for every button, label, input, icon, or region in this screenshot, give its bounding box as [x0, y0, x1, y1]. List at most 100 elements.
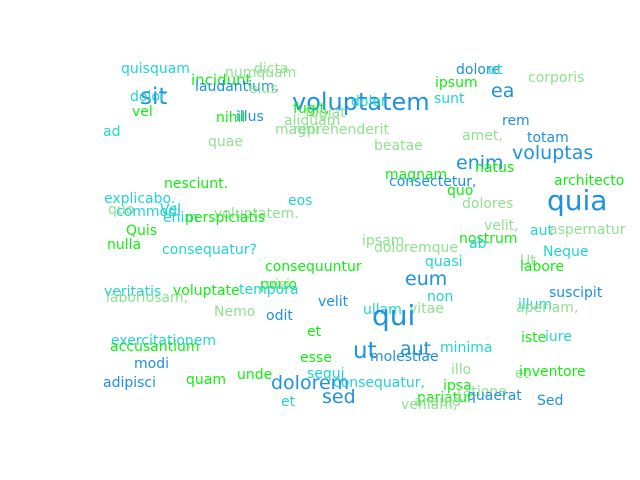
- word-consequuntur: consequuntur: [265, 259, 362, 275]
- word-laboriosam: laboriosam,: [106, 290, 189, 306]
- word-eos: eos: [288, 193, 313, 209]
- word-unde: unde: [237, 367, 273, 383]
- word-natus: natus: [475, 160, 515, 176]
- word-nostrum: nostrum: [459, 231, 518, 247]
- word-Neque: Neque: [543, 244, 589, 260]
- word-ea: ea: [491, 80, 515, 102]
- word-qui: qui: [372, 299, 416, 332]
- word-eius: eius: [249, 81, 278, 97]
- word-laudantium: laudantium,: [195, 79, 280, 95]
- word-Quis: Quis: [126, 223, 158, 239]
- word-iste: iste: [521, 330, 547, 346]
- word-sed: sed: [322, 386, 356, 408]
- word-modi: modi: [134, 356, 169, 372]
- word-quam: quam: [186, 372, 226, 388]
- word-illus: illus: [236, 109, 264, 125]
- word-sit: sit: [140, 84, 168, 110]
- word-exercitationem: exercitationem: [111, 333, 217, 349]
- word-velit: velit: [318, 294, 349, 310]
- word-velit-2: velit,: [484, 218, 519, 234]
- word-et-2: et: [515, 366, 530, 382]
- word-Nemo: Nemo: [214, 304, 256, 320]
- word-quaerat: quaerat: [467, 388, 522, 404]
- word-odit: odit: [266, 308, 293, 324]
- word-rem: rem: [502, 113, 530, 129]
- word-dolore: dolore: [456, 62, 500, 78]
- word-consequatur-c: consequatur,: [333, 375, 425, 391]
- word-magnam: magnam: [385, 167, 448, 183]
- word-reprehenderit: reprehenderit: [293, 122, 390, 138]
- word-et: et: [307, 324, 322, 340]
- word-commodi: commodi: [116, 204, 181, 220]
- word-ullam: ullam: [363, 302, 402, 318]
- word-totam: totam: [527, 130, 569, 146]
- word-iure: iure: [545, 329, 572, 345]
- word-veniam: veniam,: [401, 397, 458, 413]
- word-ad: ad: [103, 124, 121, 140]
- word-ut-2: ut: [353, 338, 377, 364]
- word-illo: illo: [451, 362, 472, 378]
- word-perspiciatis: perspiciatis: [185, 210, 266, 226]
- word-sunt: sunt: [434, 91, 465, 107]
- word-dolor: dolor: [130, 89, 166, 105]
- word-aspernatur: aspernatur: [549, 222, 626, 238]
- word-quasi: quasi: [425, 254, 463, 270]
- word-dolor-2: dolor: [351, 94, 387, 110]
- word-architecto: architecto: [554, 173, 625, 189]
- word-voluptatem-2: voluptatem.: [214, 206, 299, 222]
- word-eum: eum: [405, 268, 448, 290]
- word-tempora: tempora: [239, 282, 299, 298]
- word-quo: quo: [447, 183, 474, 199]
- word-sequi: sequi: [307, 366, 345, 382]
- word-quae: quae: [208, 134, 243, 150]
- word-quia: quia: [547, 184, 608, 217]
- word-nesciunt: nesciunt.: [164, 176, 229, 192]
- word-magni: magni: [275, 122, 319, 138]
- word-illum: illum: [518, 297, 553, 313]
- word-esse: esse: [300, 350, 332, 366]
- word-dicta: dicta: [254, 61, 289, 77]
- word-aliquam: aliquam: [284, 113, 341, 129]
- word-vel-2: Vel: [160, 202, 181, 218]
- word-fugit: fugit,: [293, 101, 330, 117]
- word-Sed: Sed: [537, 393, 564, 409]
- word-ut: ut: [488, 62, 503, 78]
- word-porro: porro: [260, 277, 297, 293]
- word-vitae: vitae: [409, 301, 444, 317]
- word-aut-2: aut: [400, 338, 432, 360]
- word-aperiam: aperiam,: [516, 300, 579, 316]
- word-voluptate: voluptate: [173, 283, 240, 299]
- word-non: non: [427, 289, 454, 305]
- word-corporis: corporis: [528, 70, 585, 86]
- word-pariatur: pariatur: [417, 390, 473, 406]
- word-ipsa: ipsa: [443, 378, 472, 394]
- word-vel: vel: [132, 104, 153, 120]
- word-et-3: et: [281, 394, 296, 410]
- word-adipisci: adipisci: [103, 375, 157, 391]
- word-amet: amet,: [462, 128, 503, 144]
- word-accusantium: accusantium: [110, 339, 200, 355]
- word-ab: ab: [469, 236, 487, 252]
- word-nihil: nihil: [216, 110, 246, 126]
- word-nisi: nisi: [266, 277, 290, 293]
- word-beatae: beatae: [374, 138, 423, 154]
- word-voluptas: voluptas: [512, 142, 594, 164]
- word-nulla: nulla: [107, 237, 142, 253]
- word-minima: minima: [440, 340, 493, 356]
- word-suscipit: suscipit: [549, 285, 603, 301]
- word-dolores: dolores: [462, 196, 514, 212]
- word-consequatur-q: consequatur?: [162, 242, 257, 258]
- word-ratione: ratione: [457, 384, 507, 400]
- word-incidunt: incidunt: [191, 71, 252, 89]
- word-consectetur: consectetur,: [389, 174, 477, 190]
- word-numquam: numquam: [225, 65, 297, 81]
- word-quisquam: quisquam: [121, 61, 190, 77]
- word-labore: labore: [520, 259, 564, 275]
- word-voluptatem: voluptatem: [292, 88, 430, 116]
- word-Ut: Ut: [520, 253, 536, 269]
- word-inventore: inventore: [519, 364, 586, 380]
- word-molestiae: molestiae: [370, 349, 439, 365]
- word-doloremque: doloremque: [374, 240, 458, 256]
- word-ipsum: ipsum: [435, 75, 478, 91]
